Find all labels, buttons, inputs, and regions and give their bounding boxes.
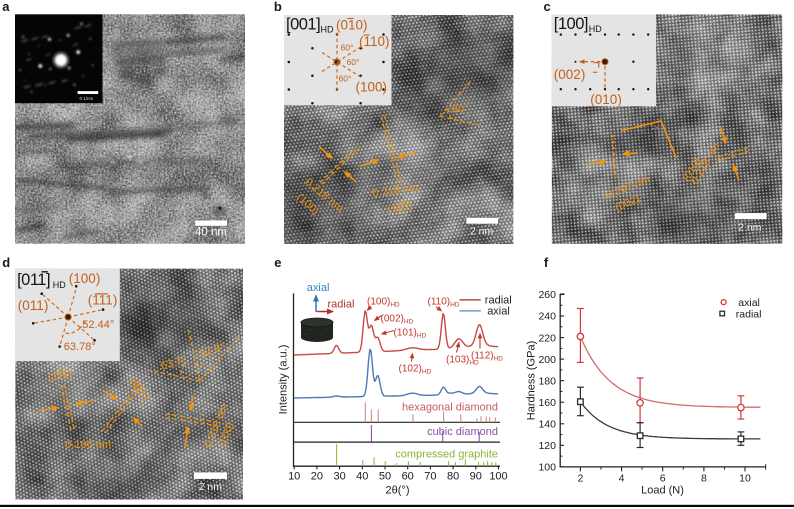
svg-text:(102)HD: (102)HD <box>399 364 432 376</box>
svg-text:radial: radial <box>736 308 762 320</box>
svg-text:c: c <box>544 0 551 14</box>
svg-text:0 1/nm: 0 1/nm <box>80 96 94 101</box>
svg-text:4: 4 <box>619 473 625 485</box>
svg-text:radial: radial <box>328 299 355 311</box>
svg-text:10: 10 <box>288 471 300 483</box>
svg-text:60°: 60° <box>452 104 469 116</box>
svg-text:240: 240 <box>538 311 556 323</box>
svg-text:(110)HD: (110)HD <box>428 297 460 309</box>
svg-text:(002)HD: (002)HD <box>381 314 414 326</box>
svg-text:(100): (100) <box>69 271 101 286</box>
svg-text:120: 120 <box>538 440 556 452</box>
svg-text:63.78°: 63.78° <box>64 341 96 353</box>
svg-text:2 nm: 2 nm <box>199 481 223 493</box>
svg-text:axial: axial <box>738 297 760 309</box>
svg-text:180: 180 <box>538 375 556 387</box>
svg-text:Load (N): Load (N) <box>641 485 684 497</box>
svg-text:(011): (011) <box>18 298 49 313</box>
svg-text:(010): (010) <box>336 18 368 33</box>
svg-text:radial: radial <box>485 295 512 307</box>
svg-text:Intensity (a.u.): Intensity (a.u.) <box>278 345 290 415</box>
svg-text:90: 90 <box>470 471 482 483</box>
svg-text:(101)HD: (101)HD <box>394 328 427 340</box>
svg-text:2θ(°): 2θ(°) <box>386 485 410 497</box>
svg-text:2 nm: 2 nm <box>470 226 494 238</box>
svg-text:160: 160 <box>538 397 556 409</box>
svg-text:70: 70 <box>424 471 436 483</box>
svg-text:[001]: [001] <box>286 16 320 34</box>
svg-text:40: 40 <box>356 471 368 483</box>
svg-text:2 nm: 2 nm <box>738 222 762 234</box>
svg-text:(010): (010) <box>590 92 622 107</box>
svg-text:80: 80 <box>447 471 459 483</box>
svg-text:50: 50 <box>379 471 391 483</box>
svg-text:(110): (110) <box>359 34 390 49</box>
svg-text:140: 140 <box>538 419 556 431</box>
svg-text:[100]: [100] <box>554 15 588 33</box>
svg-text:60°: 60° <box>347 57 360 67</box>
svg-text:6: 6 <box>660 473 666 485</box>
svg-text:axial: axial <box>307 282 330 294</box>
svg-text:52.44°: 52.44° <box>82 319 114 331</box>
svg-text:2: 2 <box>577 473 583 485</box>
svg-text:cubic diamond: cubic diamond <box>427 426 498 438</box>
svg-text:220: 220 <box>538 332 556 344</box>
svg-text:0.196 nm: 0.196 nm <box>65 439 111 451</box>
svg-text:40 nm: 40 nm <box>195 227 227 239</box>
svg-text:b: b <box>274 0 282 14</box>
svg-text:100: 100 <box>538 462 556 474</box>
svg-text:hexagonal diamond: hexagonal diamond <box>402 402 498 414</box>
svg-text:30: 30 <box>333 471 345 483</box>
svg-text:axial: axial <box>487 306 510 318</box>
svg-text:[011]: [011] <box>17 271 50 289</box>
svg-text:8: 8 <box>701 473 707 485</box>
svg-text:(100)HD: (100)HD <box>367 297 400 309</box>
svg-text:Hardness (GPa): Hardness (GPa) <box>526 341 538 420</box>
svg-text:200: 200 <box>538 354 556 366</box>
svg-text:100: 100 <box>489 471 507 483</box>
svg-text:10: 10 <box>739 473 751 485</box>
svg-text:f: f <box>544 255 549 270</box>
svg-text:(112)HD: (112)HD <box>471 351 503 363</box>
svg-text:20: 20 <box>311 471 323 483</box>
svg-text:60: 60 <box>402 471 414 483</box>
svg-text:(002): (002) <box>554 67 586 82</box>
svg-text:HD: HD <box>589 24 602 34</box>
svg-text:HD: HD <box>321 25 334 35</box>
svg-text:(111): (111) <box>88 293 118 308</box>
svg-text:e: e <box>274 255 281 270</box>
svg-text:260: 260 <box>538 289 556 301</box>
svg-text:(100): (100) <box>356 80 388 95</box>
svg-text:compressed graphite: compressed graphite <box>395 449 498 461</box>
svg-text:(110): (110) <box>387 200 413 215</box>
svg-text:HD: HD <box>53 280 66 290</box>
svg-text:d: d <box>2 255 10 270</box>
svg-text:60°: 60° <box>341 43 354 53</box>
svg-text:(111): (111) <box>47 368 73 384</box>
svg-text:60°: 60° <box>339 74 352 84</box>
svg-text:a: a <box>2 0 10 14</box>
